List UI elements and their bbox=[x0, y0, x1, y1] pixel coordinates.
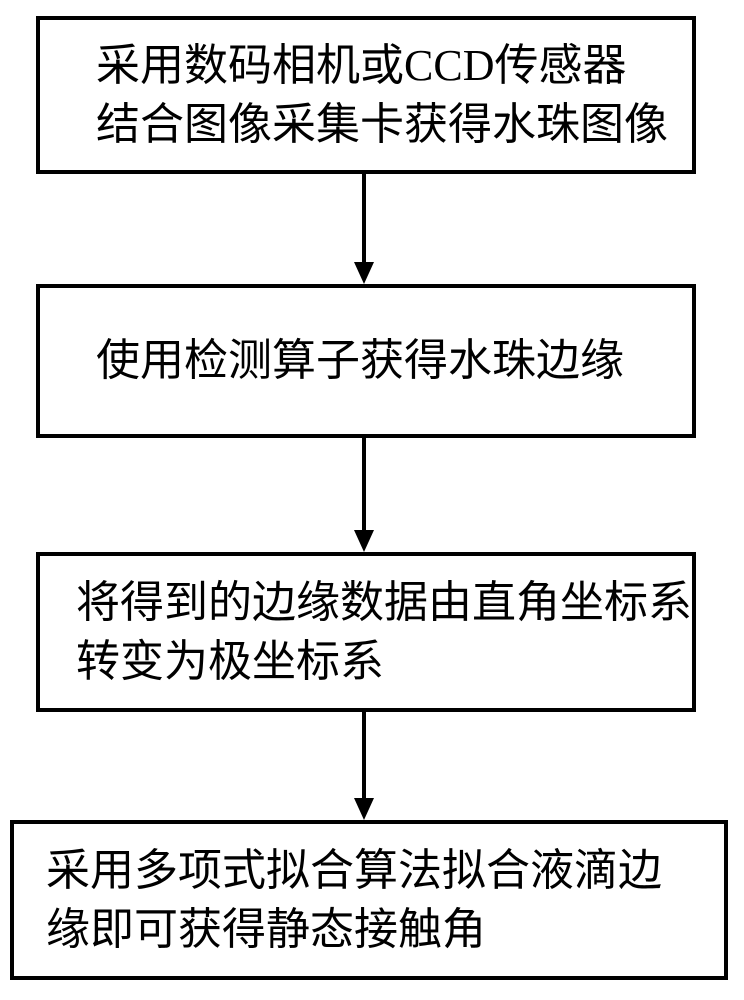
step-4-line-2: 缘即可获得静态接触角 bbox=[46, 900, 724, 959]
step-4-line-1: 采用多项式拟合算法拟合液滴边 bbox=[46, 841, 724, 900]
arrow-shaft bbox=[362, 712, 366, 800]
arrow-head-icon bbox=[354, 798, 374, 820]
flowchart-step-4: 采用多项式拟合算法拟合液滴边 缘即可获得静态接触角 bbox=[10, 820, 728, 980]
flowchart-canvas: 采用数码相机或CCD传感器 结合图像采集卡获得水珠图像 使用检测算子获得水珠边缘… bbox=[0, 0, 744, 1000]
